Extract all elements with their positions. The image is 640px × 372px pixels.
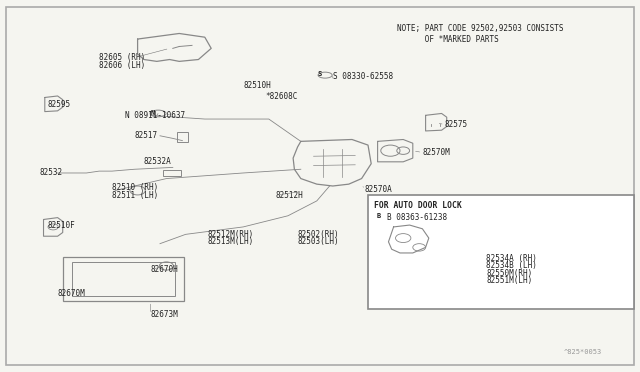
Bar	[368, 195, 634, 309]
Text: S 08330-62558: S 08330-62558	[333, 72, 393, 81]
Text: 82513M(LH): 82513M(LH)	[208, 237, 254, 246]
Text: 82517: 82517	[134, 131, 157, 140]
Text: 82502(RH): 82502(RH)	[298, 230, 339, 239]
Text: N 08911-10637: N 08911-10637	[125, 111, 185, 120]
Text: 82670M: 82670M	[58, 289, 85, 298]
Text: B: B	[377, 213, 381, 219]
Text: 82575: 82575	[445, 120, 468, 129]
Text: FOR AUTO DOOR LOCK: FOR AUTO DOOR LOCK	[374, 201, 462, 210]
Text: 82673M: 82673M	[150, 310, 178, 319]
Text: 82512M(RH): 82512M(RH)	[208, 230, 254, 239]
Text: 82511 (LH): 82511 (LH)	[112, 191, 158, 200]
Text: B 08363-61238: B 08363-61238	[387, 213, 447, 222]
Text: 82551M(LH): 82551M(LH)	[486, 276, 532, 285]
Text: 82510H: 82510H	[243, 81, 271, 90]
Text: 82534B (LH): 82534B (LH)	[486, 262, 537, 270]
Bar	[177, 132, 188, 142]
Text: 82532: 82532	[40, 169, 63, 177]
Text: 82550M(RH): 82550M(RH)	[486, 269, 532, 278]
Text: 82534A (RH): 82534A (RH)	[486, 254, 537, 263]
Text: 82510F: 82510F	[48, 221, 76, 230]
Text: 82605 (RH): 82605 (RH)	[99, 53, 145, 62]
Text: 82670H: 82670H	[150, 265, 178, 274]
Text: 82532A: 82532A	[144, 157, 172, 166]
Text: 82503(LH): 82503(LH)	[298, 237, 339, 246]
Text: 82512H: 82512H	[275, 191, 303, 200]
Text: 82606 (LH): 82606 (LH)	[99, 61, 145, 70]
Text: 82570M: 82570M	[422, 148, 450, 157]
Text: N: N	[150, 110, 154, 116]
Text: NOTE; PART CODE 92502,92503 CONSISTS
      OF *MARKED PARTS: NOTE; PART CODE 92502,92503 CONSISTS OF …	[397, 24, 563, 44]
Text: 82510 (RH): 82510 (RH)	[112, 183, 158, 192]
Text: 82595: 82595	[48, 100, 71, 109]
Text: *82608C: *82608C	[266, 92, 298, 101]
Text: S: S	[318, 71, 322, 77]
Bar	[63, 257, 184, 301]
Text: ^825*0053: ^825*0053	[563, 349, 602, 355]
Text: 82570A: 82570A	[365, 185, 392, 194]
Bar	[72, 262, 175, 296]
Bar	[163, 170, 181, 176]
